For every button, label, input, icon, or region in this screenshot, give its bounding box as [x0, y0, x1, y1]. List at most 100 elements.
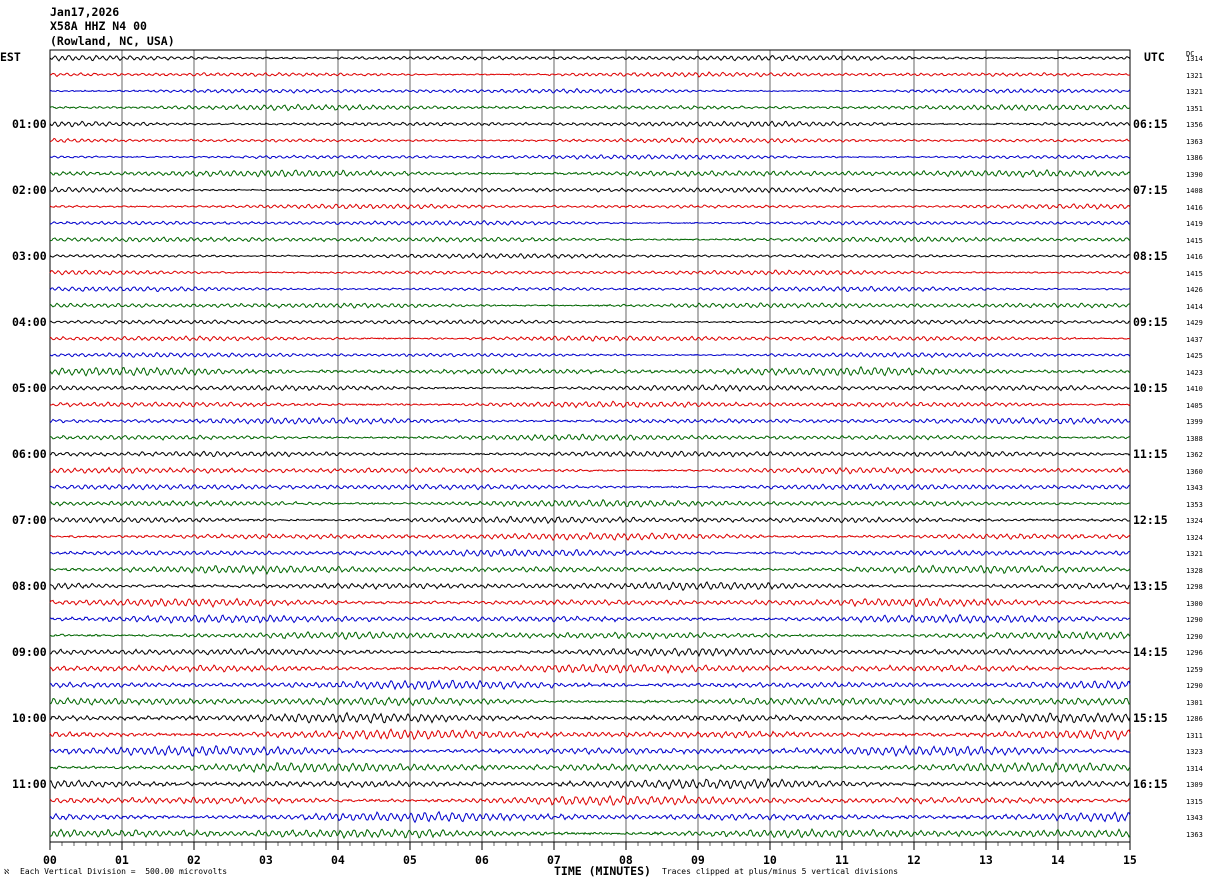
scale-note: Each Vertical Division = 500.00 microvol… — [20, 867, 228, 876]
x-tick-label: 04 — [331, 853, 345, 867]
seismic-trace — [49, 285, 1131, 293]
plot-frame — [49, 49, 1131, 843]
dc-offset-label: 1315 — [1186, 797, 1203, 806]
seismic-trace — [49, 778, 1131, 790]
seismic-trace — [49, 365, 1131, 377]
dc-offset-label: 1416 — [1186, 253, 1203, 261]
x-tick-label: 13 — [979, 853, 993, 867]
est-axis-title: EST — [0, 50, 21, 64]
dc-offset-label: 1386 — [1186, 154, 1203, 162]
clip-note: Traces clipped at plus/minus 5 vertical … — [662, 867, 899, 876]
seismic-trace — [49, 168, 1131, 179]
seismic-trace — [49, 810, 1131, 824]
dc-offset-label: 1414 — [1186, 302, 1203, 311]
seismic-trace — [49, 794, 1131, 806]
est-hour-label: 03:00 — [12, 249, 47, 263]
seismic-trace — [49, 532, 1131, 542]
utc-hour-label: 16:15 — [1133, 777, 1168, 791]
dc-offset-label: 1290 — [1186, 682, 1203, 690]
dc-offset-label: 1405 — [1186, 401, 1203, 410]
utc-hour-label: 14:15 — [1133, 645, 1168, 659]
dc-offset-label: 1351 — [1186, 104, 1203, 113]
x-tick-label: 07 — [547, 853, 561, 867]
x-tick-label: 11 — [835, 853, 849, 867]
x-tick-label: 06 — [475, 853, 489, 867]
x-tick-label: 05 — [403, 853, 417, 867]
x-tick-label: 09 — [691, 853, 705, 867]
dc-offset-label: 1290 — [1186, 632, 1203, 641]
x-tick-label: 12 — [907, 853, 921, 867]
dc-offset-label: 1259 — [1186, 665, 1203, 674]
seismic-trace — [49, 728, 1131, 741]
seismic-trace — [49, 87, 1131, 94]
dc-offset-label: 1343 — [1186, 814, 1203, 822]
seismic-trace — [49, 483, 1131, 491]
seismic-trace — [49, 335, 1131, 342]
dc-offset-label: 1324 — [1186, 517, 1203, 525]
seismic-trace — [49, 71, 1131, 78]
dc-offset-label: 1423 — [1186, 368, 1203, 377]
seismic-trace — [49, 137, 1131, 144]
seismic-trace — [49, 302, 1131, 309]
seismic-trace — [49, 450, 1131, 458]
dc-offset-label: 1437 — [1186, 335, 1203, 344]
seismic-trace — [49, 153, 1131, 160]
dc-offset-label: 1429 — [1186, 319, 1203, 327]
dc-offset-label: 1324 — [1186, 533, 1203, 542]
utc-hour-label: 11:15 — [1133, 447, 1168, 461]
dc-offset-label: 1311 — [1186, 731, 1203, 740]
seismic-trace — [49, 613, 1131, 624]
utc-hour-label: 13:15 — [1133, 579, 1168, 593]
dc-offset-label: 1286 — [1186, 715, 1203, 723]
est-hour-label: 07:00 — [12, 513, 47, 527]
dc-offset-label: 1390 — [1186, 170, 1203, 179]
seismic-trace — [49, 351, 1131, 359]
station-code: X58A HHZ N4 00 — [50, 19, 147, 33]
est-hour-label: 04:00 — [12, 315, 47, 329]
utc-axis-title: UTC — [1144, 50, 1165, 64]
seismic-trace — [49, 120, 1131, 128]
dc-offset-label: 1321 — [1186, 550, 1203, 558]
seismic-trace — [49, 384, 1131, 393]
seismic-trace — [49, 236, 1131, 243]
seismic-trace — [49, 597, 1131, 609]
seismic-trace — [49, 433, 1131, 441]
dc-offset-label: 1363 — [1186, 137, 1203, 146]
seismic-trace — [49, 663, 1131, 675]
est-hour-label: 02:00 — [12, 183, 47, 197]
x-tick-label: 01 — [115, 853, 129, 867]
dc-offset-label: 1399 — [1186, 418, 1203, 426]
seismic-trace — [49, 548, 1131, 558]
dc-offset-label: 1415 — [1186, 269, 1203, 278]
x-tick-label: 03 — [259, 853, 273, 867]
dc-offset-label: 1416 — [1186, 203, 1203, 212]
seismic-trace — [49, 54, 1131, 62]
seismic-trace — [49, 696, 1131, 707]
dc-offset-label: 1321 — [1186, 88, 1203, 96]
seismic-trace — [49, 186, 1131, 194]
dc-offset-label: 1388 — [1186, 434, 1203, 443]
x-tick-label: 02 — [187, 853, 201, 867]
dc-offset-label: 1301 — [1186, 698, 1203, 707]
seismic-trace — [49, 466, 1131, 475]
utc-hour-label: 06:15 — [1133, 117, 1168, 131]
station-location: (Rowland, NC, USA) — [50, 34, 175, 48]
est-hour-label: 09:00 — [12, 645, 47, 659]
dc-offset-label: 1300 — [1186, 599, 1203, 608]
dc-offset-label: 1410 — [1186, 385, 1203, 393]
dc-offset-label: 1419 — [1186, 220, 1203, 228]
seismic-trace — [49, 203, 1131, 210]
seismic-trace — [49, 252, 1131, 260]
x-tick-label: 14 — [1051, 853, 1065, 867]
dc-axis-title: DC — [1186, 50, 1195, 58]
dc-offset-label: 1328 — [1186, 566, 1203, 575]
utc-hour-label: 15:15 — [1133, 711, 1168, 725]
dc-offset-label: 1363 — [1186, 830, 1203, 839]
seismic-trace — [49, 828, 1131, 840]
dc-offset-label: 1290 — [1186, 616, 1203, 624]
seismic-trace — [49, 647, 1131, 657]
x-tick-label: 15 — [1123, 853, 1137, 867]
plot-date: Jan17,2026 — [50, 5, 120, 19]
seismic-trace — [49, 679, 1131, 691]
seismic-trace — [49, 498, 1131, 508]
